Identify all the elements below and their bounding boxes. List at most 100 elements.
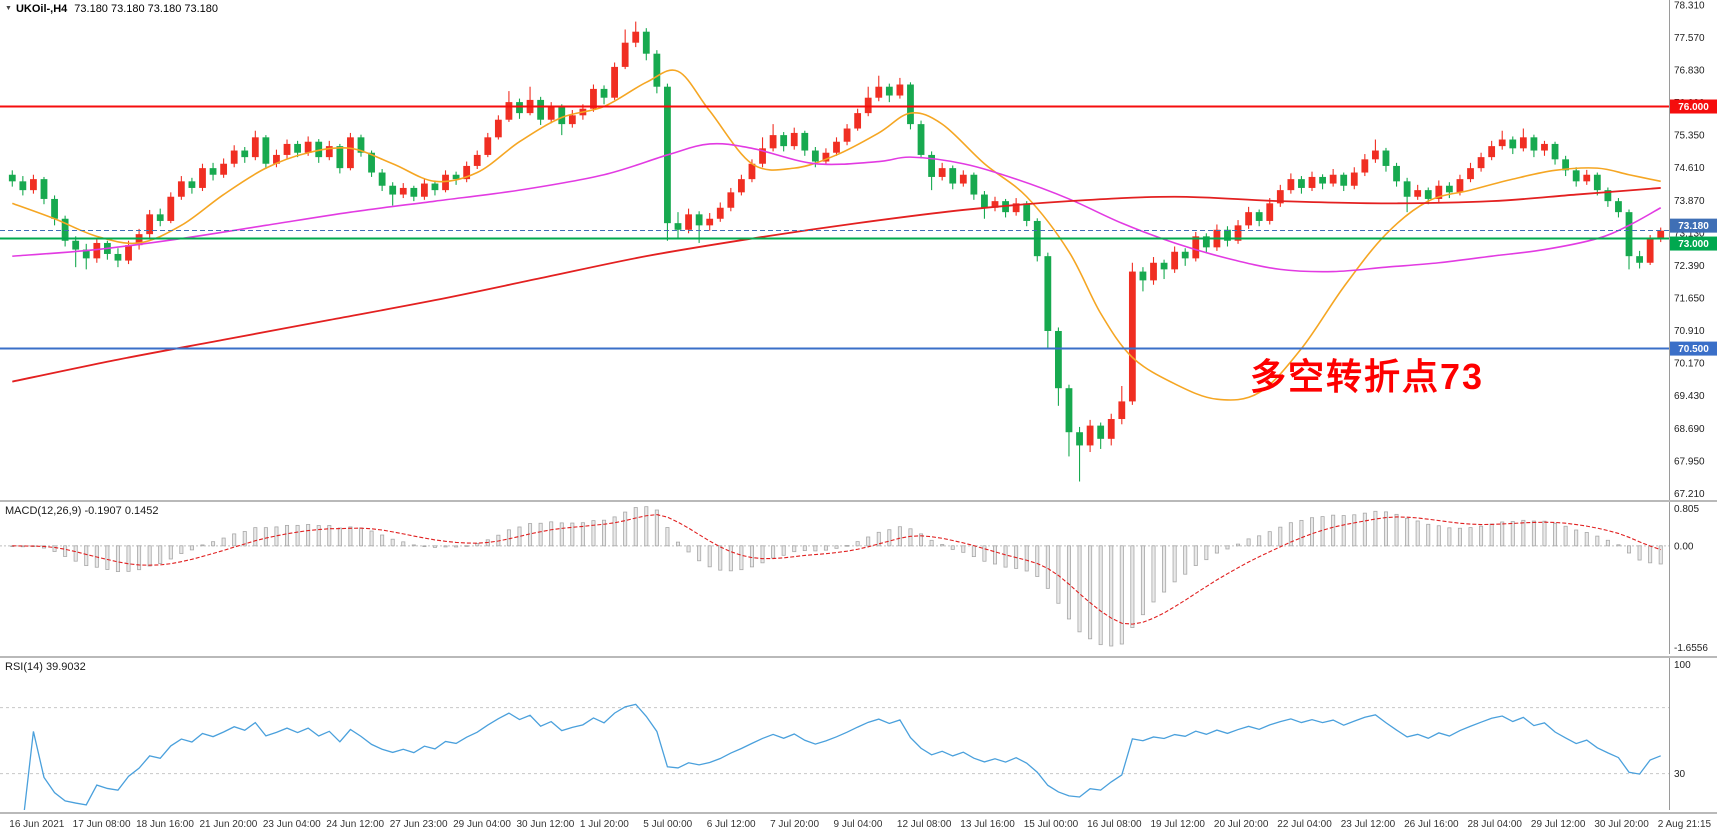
candle-body xyxy=(1181,251,1189,259)
price-tag-box xyxy=(1670,218,1717,233)
macd-bar xyxy=(285,524,290,547)
candle-body xyxy=(82,249,90,259)
candle-body xyxy=(1150,262,1157,281)
rsi-canvas[interactable]: 100 30 xyxy=(0,658,1717,810)
price-chart-canvas[interactable]: 78.31077.57076.83076.09075.35074.61073.8… xyxy=(0,0,1717,500)
candle-body xyxy=(72,240,80,250)
candle-body xyxy=(1583,174,1591,182)
macd-bar xyxy=(1225,545,1230,550)
candle-body xyxy=(1139,271,1147,281)
candle-body xyxy=(1266,203,1274,221)
macd-bar xyxy=(390,538,395,547)
macd-bar xyxy=(200,544,205,547)
macd-bar xyxy=(675,541,680,547)
symbol-triangle-icon: ▼ xyxy=(5,5,12,12)
candle-body xyxy=(632,31,640,43)
macd-bar xyxy=(1373,510,1378,547)
candle-body xyxy=(769,135,777,149)
rsi-panel[interactable]: 100 30 RSI(14) 39.9032 xyxy=(0,656,1717,812)
ma_red_long-line[interactable] xyxy=(12,187,1661,383)
candle-body xyxy=(167,196,175,221)
price-tag-value: 70.500 xyxy=(1678,344,1709,355)
price-tick-label: 69.430 xyxy=(1674,391,1705,402)
candle-body xyxy=(1319,176,1326,184)
candle-body xyxy=(896,84,904,96)
macd-bar xyxy=(1415,520,1420,547)
macd-panel[interactable]: 0.805 0.00 -1.6556 MACD(12,26,9) -0.1907 0… xyxy=(0,500,1717,656)
macd-bar xyxy=(1056,545,1061,604)
main-price-panel[interactable]: 78.31077.57076.83076.09075.35074.61073.8… xyxy=(0,0,1717,500)
macd-bar xyxy=(1553,522,1558,547)
candle-body xyxy=(716,207,724,219)
ma_magenta-line[interactable] xyxy=(12,142,1662,273)
macd-bar xyxy=(422,545,427,548)
macd-bar xyxy=(845,545,850,547)
macd-bar xyxy=(971,545,976,558)
candle-body xyxy=(125,245,132,261)
price-tick-label: 71.650 xyxy=(1674,293,1705,304)
candle-body xyxy=(748,163,756,180)
macd-bar xyxy=(84,545,89,567)
macd-bar xyxy=(739,545,744,571)
macd-bar xyxy=(1066,545,1071,620)
candle-body xyxy=(325,146,333,158)
macd-bar xyxy=(232,533,237,547)
price-tick-label: 67.210 xyxy=(1674,489,1705,500)
macd-bar xyxy=(1214,545,1219,554)
candle-body xyxy=(431,183,439,191)
price-tag-box xyxy=(1670,341,1717,356)
candle-body xyxy=(241,150,249,158)
candle-body xyxy=(1625,212,1633,257)
candle-body xyxy=(389,185,397,195)
macd-bar xyxy=(1172,545,1177,583)
candle-body xyxy=(780,135,788,147)
macd-bar xyxy=(1204,545,1209,561)
rsi-line xyxy=(23,703,1661,810)
macd-bar xyxy=(1479,525,1484,547)
candle-body xyxy=(1382,150,1390,166)
price-tick-label: 68.690 xyxy=(1674,424,1705,435)
candle-body xyxy=(368,152,375,173)
time-label: 23 Jul 12:00 xyxy=(1340,819,1396,830)
candle-body xyxy=(199,168,206,188)
candle-body xyxy=(907,84,914,125)
time-label: 26 Jul 16:00 xyxy=(1404,819,1459,830)
macd-bar xyxy=(1151,545,1156,603)
candle-body xyxy=(357,137,365,153)
macd-bar xyxy=(993,545,998,565)
candle-body xyxy=(642,31,650,54)
candle-body xyxy=(558,106,566,125)
candle-body xyxy=(970,174,978,195)
time-label: 12 Jul 08:00 xyxy=(896,819,952,830)
macd-bar xyxy=(73,545,78,562)
price-tick-label: 73.870 xyxy=(1674,196,1705,207)
price-axis-ticks[interactable]: 78.31077.57076.83076.09075.35074.61073.8… xyxy=(1674,0,1705,500)
candle-body xyxy=(494,119,502,138)
candle-body xyxy=(1298,179,1305,188)
macd-bar xyxy=(1278,526,1283,547)
candle-body xyxy=(19,181,27,191)
macd-bar xyxy=(1119,545,1124,645)
candle-body xyxy=(442,174,449,191)
macd-bar xyxy=(1595,535,1600,547)
candle-body xyxy=(1414,190,1422,197)
time-axis[interactable]: 16 Jun 2021 17 Jun 08:00 18 Jun 16:00 21 Ju… xyxy=(0,812,1717,836)
candle-body xyxy=(1477,157,1485,169)
candle-body xyxy=(1657,230,1665,239)
chart-annotation-text[interactable]: 多空转折点73 xyxy=(1250,356,1485,397)
candle-body xyxy=(843,128,851,142)
candle-body xyxy=(1572,170,1580,182)
candle-body xyxy=(1530,137,1538,151)
macd-bar xyxy=(570,522,575,547)
ma_orange-line[interactable] xyxy=(12,69,1661,401)
price-tick-label: 74.610 xyxy=(1674,163,1705,174)
macd-bar xyxy=(749,545,754,568)
macd-bar xyxy=(1489,523,1494,547)
candle-body xyxy=(283,143,291,155)
time-label: 30 Jul 20:00 xyxy=(1594,819,1649,830)
candle-body xyxy=(706,218,714,226)
macd-canvas[interactable]: 0.805 0.00 -1.6556 xyxy=(0,502,1717,654)
macd-bar xyxy=(443,545,448,548)
candle-body xyxy=(399,187,407,195)
candle-body xyxy=(959,174,967,184)
